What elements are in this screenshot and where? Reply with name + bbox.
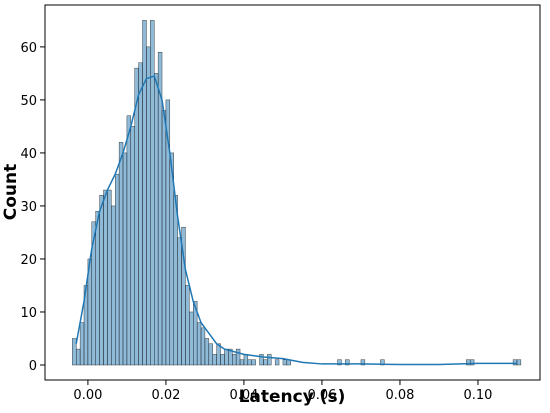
bar — [126, 115, 132, 366]
bar — [282, 359, 288, 366]
bar — [469, 359, 475, 366]
bar — [274, 359, 280, 366]
bar — [111, 205, 116, 366]
bar — [99, 195, 104, 366]
bar — [263, 359, 268, 366]
bar — [208, 343, 213, 366]
bar — [345, 359, 350, 366]
bar — [103, 189, 108, 366]
x-tick-label: 0.02 — [151, 388, 180, 403]
bar — [79, 322, 85, 366]
bar — [161, 110, 167, 366]
y-axis-label: Count — [1, 164, 21, 221]
y-tick-label: 0 — [29, 359, 37, 374]
bar — [247, 359, 252, 366]
bar — [72, 338, 77, 366]
plot-frame — [44, 4, 541, 381]
bar — [232, 354, 237, 366]
bar — [200, 327, 206, 366]
y-tick-label: 30 — [20, 200, 37, 215]
y-tick-label: 20 — [20, 253, 37, 268]
bar — [118, 142, 124, 366]
bar — [154, 73, 159, 366]
bar — [115, 173, 120, 366]
y-tick-label: 40 — [20, 147, 37, 162]
bar — [243, 354, 249, 366]
bar — [134, 67, 139, 366]
bar — [189, 311, 194, 366]
x-tick-label: 0.08 — [385, 388, 414, 403]
bar — [150, 20, 155, 366]
bar — [138, 62, 143, 366]
bar — [224, 348, 229, 366]
bar — [239, 359, 245, 366]
y-tick-label: 10 — [20, 306, 37, 321]
bar — [212, 354, 217, 366]
bar — [146, 46, 151, 366]
x-tick-label: 0.00 — [73, 388, 102, 403]
bar — [251, 359, 256, 366]
bar — [185, 285, 190, 366]
x-axis-label: Latency (s) — [239, 387, 346, 407]
bar — [235, 348, 241, 366]
bar — [512, 359, 518, 366]
bar — [173, 195, 178, 366]
bar — [107, 189, 112, 366]
y-tick-label: 50 — [20, 94, 37, 109]
bar — [196, 322, 202, 366]
bar — [142, 20, 147, 366]
bar — [380, 359, 385, 366]
bar — [122, 152, 128, 366]
bar — [267, 354, 272, 366]
x-tick-label: 0.10 — [464, 388, 493, 403]
bar — [360, 359, 366, 366]
bar — [95, 211, 100, 366]
bar — [130, 126, 135, 366]
bar — [220, 354, 225, 366]
bar — [216, 343, 221, 366]
bar — [516, 359, 522, 366]
y-tick-label: 60 — [20, 41, 37, 56]
x-tick-label: 0.06 — [307, 388, 336, 403]
bar — [177, 237, 182, 366]
bar — [76, 348, 81, 366]
bar — [204, 338, 210, 366]
x-tick-label: 0.04 — [229, 388, 258, 403]
bar — [337, 359, 342, 366]
kde-line — [75, 75, 517, 366]
